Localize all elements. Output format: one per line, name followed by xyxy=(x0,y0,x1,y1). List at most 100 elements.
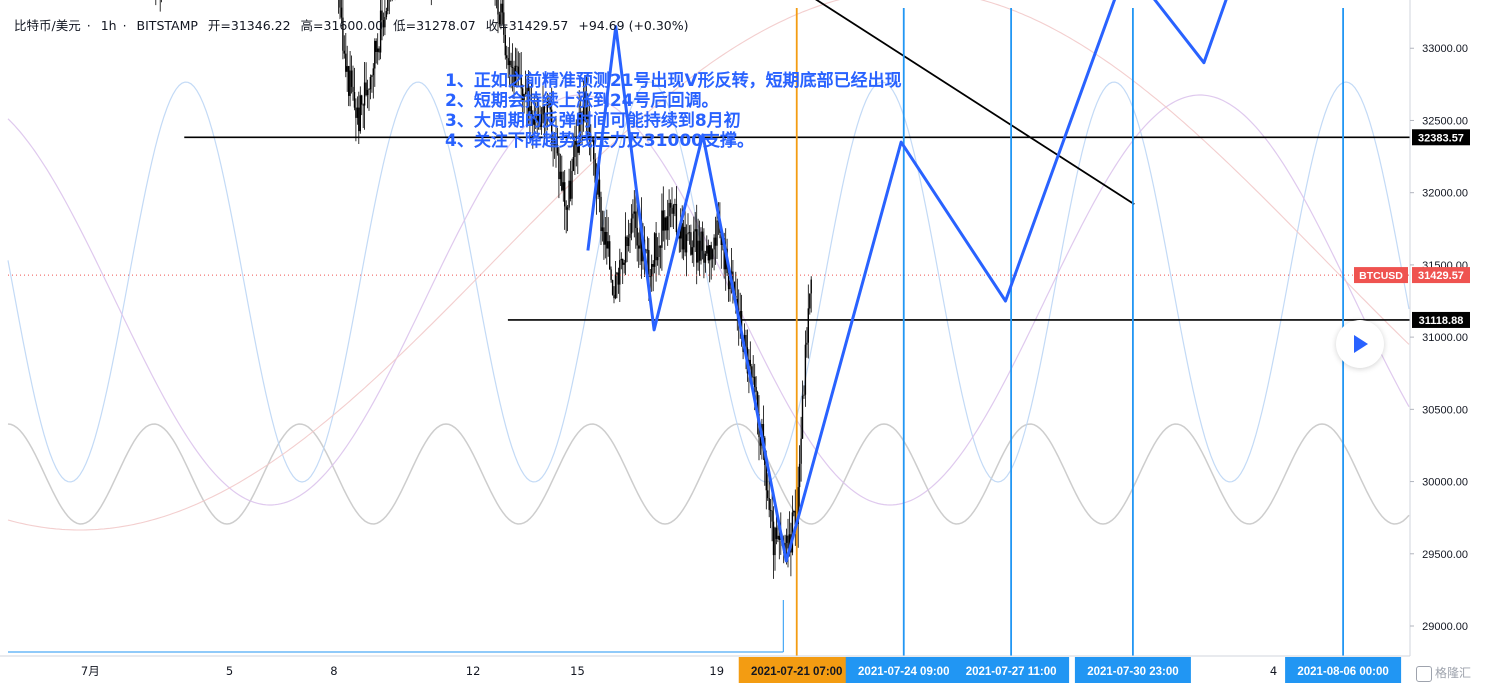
time-axis[interactable]: 7月 5 8 12 15 19 4 2021-07-21 07:00 2021-07-24 09… xyxy=(0,600,1410,683)
close-value: 收=31429.57 xyxy=(485,18,569,33)
candle-body xyxy=(377,48,379,52)
candle-body xyxy=(387,0,389,11)
candle-body xyxy=(653,233,656,267)
candle-body xyxy=(362,104,364,106)
candle-body xyxy=(655,233,657,261)
candle-body xyxy=(582,102,585,122)
candle-body xyxy=(378,48,380,53)
candle-body xyxy=(674,204,676,206)
level-price-badge[interactable]: 32383.57 xyxy=(1418,132,1464,144)
candle-body xyxy=(366,90,369,96)
level-price-badge[interactable]: 31118.88 xyxy=(1419,315,1464,327)
time-marker-badge-bg xyxy=(738,657,855,683)
candle-body xyxy=(607,241,609,249)
projection-path[interactable] xyxy=(586,0,1311,563)
note-4: 4、关注下降趋势线压力及31000支撑。 xyxy=(445,131,754,151)
candle-body xyxy=(809,293,811,309)
candle-body xyxy=(675,204,678,233)
candle-body xyxy=(562,182,564,191)
interval-label[interactable]: 1h xyxy=(100,18,117,33)
symbol-name[interactable]: 比特币/美元 xyxy=(14,18,81,33)
candle-body xyxy=(658,245,660,257)
candle-body xyxy=(619,260,621,285)
candle-body xyxy=(500,3,502,25)
descending-trendline[interactable] xyxy=(83,0,1135,205)
trendline[interactable] xyxy=(83,0,1135,205)
candle-body xyxy=(603,227,605,245)
last-price-badge[interactable]: 31429.57 xyxy=(1418,270,1464,282)
time-tick-label: 15 xyxy=(570,664,585,678)
candle-body xyxy=(382,20,385,28)
candle-body xyxy=(553,139,556,145)
projection-line[interactable] xyxy=(586,0,1308,563)
candle-body xyxy=(585,93,588,120)
candle-body xyxy=(688,232,691,233)
candle-body xyxy=(537,114,540,122)
candle-body xyxy=(359,95,361,132)
time-marker-badge[interactable]: 2021-07-24 09:00 xyxy=(858,666,949,678)
candle-body xyxy=(507,58,509,66)
candle-body xyxy=(771,510,773,522)
candle-body xyxy=(549,103,551,110)
time-marker-badge[interactable]: 2021-07-21 07:00 xyxy=(751,666,842,678)
candle-body xyxy=(539,121,541,127)
candle-body xyxy=(339,0,341,8)
candle-body xyxy=(694,229,696,232)
candle-body xyxy=(503,12,505,35)
time-tick-label: 4 xyxy=(1270,664,1277,678)
candle-body xyxy=(522,88,524,100)
candle-body xyxy=(624,236,627,263)
candle-body xyxy=(668,202,670,217)
candle-body xyxy=(614,274,617,299)
candle-body xyxy=(527,79,530,114)
candle-body xyxy=(798,463,801,488)
candle-body xyxy=(656,257,659,261)
candle-body xyxy=(524,92,527,94)
time-marker-badge[interactable]: 2021-07-27 11:00 xyxy=(966,666,1057,678)
price-axis[interactable]: 29000.00 29500.00 30000.00 30500.00 31000.00… xyxy=(1354,0,1470,656)
candle-body xyxy=(543,106,546,125)
candle-body xyxy=(575,140,577,145)
candle-body xyxy=(501,3,504,13)
candle-body xyxy=(532,115,534,125)
candle-body xyxy=(345,53,347,72)
candle-body xyxy=(365,82,367,96)
candle-body xyxy=(633,211,635,214)
candle-body xyxy=(613,294,615,299)
candle-body xyxy=(646,249,649,251)
candle-body xyxy=(710,245,712,260)
time-tick-label: 7月 xyxy=(81,664,100,678)
candle-body xyxy=(778,535,780,540)
candle-body xyxy=(803,394,805,396)
candle-body xyxy=(385,11,388,17)
candle-body xyxy=(807,308,809,343)
candle-body xyxy=(693,231,695,248)
candle-body xyxy=(523,94,525,100)
candle-body xyxy=(630,218,633,234)
time-marker-badge[interactable]: 2021-08-06 00:00 xyxy=(1297,666,1388,678)
time-marker-badge-bg xyxy=(845,657,962,683)
candle-body xyxy=(555,139,557,148)
candle-body xyxy=(617,272,620,285)
candle-body xyxy=(727,273,730,290)
candle-body xyxy=(664,217,666,231)
play-button[interactable] xyxy=(1336,320,1384,368)
watermark-logo: 格隆汇 xyxy=(1416,664,1488,686)
candle-body xyxy=(340,7,343,18)
candle-body xyxy=(732,271,734,282)
symbol-badge[interactable]: BTCUSD xyxy=(1359,270,1403,282)
time-marker-badge-bg xyxy=(953,657,1070,683)
play-icon xyxy=(1354,335,1368,353)
time-marker-badge[interactable]: 2021-07-30 23:00 xyxy=(1087,666,1178,678)
symbol-header: 比特币/美元 · 1h · BITSTAMP 开=31346.22 高=31600.… xyxy=(14,18,689,33)
candle-body xyxy=(661,210,663,248)
candle-body xyxy=(536,114,538,121)
candle-body xyxy=(720,232,722,245)
candle-body xyxy=(740,311,743,339)
candle-body xyxy=(363,82,366,106)
candle-body xyxy=(700,231,702,261)
candle-body xyxy=(806,342,808,345)
candle-body xyxy=(698,240,701,261)
candle-body xyxy=(765,465,767,491)
